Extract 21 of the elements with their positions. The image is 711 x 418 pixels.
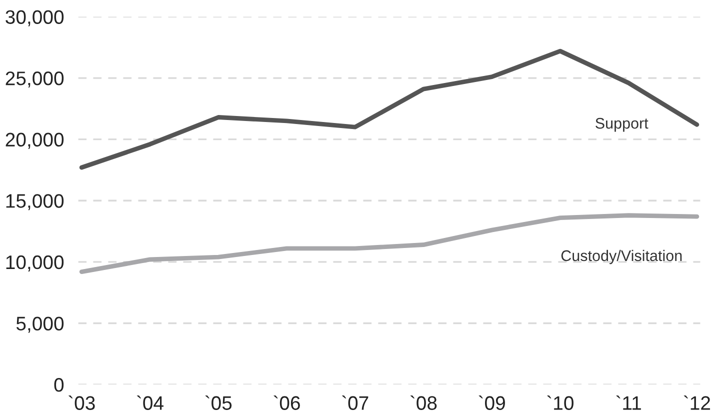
series-label: Support — [596, 118, 648, 132]
x-tick-label: `10 — [547, 395, 574, 410]
y-tick-label: 25,000 — [6, 71, 64, 88]
y-tick-label: 0 — [54, 378, 64, 392]
x-tick-label: `08 — [410, 395, 437, 410]
y-tick-label: 15,000 — [6, 194, 64, 210]
line-series — [79, 48, 700, 170]
x-tick-label: `06 — [274, 395, 300, 410]
x-tick-label: `12 — [684, 395, 710, 410]
x-tick-label: `03 — [68, 395, 95, 410]
x-tick-label: `04 — [136, 395, 164, 410]
line-series — [79, 213, 700, 274]
x-tick-label: `09 — [478, 395, 505, 410]
y-tick-label: 20,000 — [6, 132, 64, 149]
y-tick-label: 10,000 — [6, 255, 64, 272]
y-tick-label: 5,000 — [16, 316, 64, 333]
y-tick-label: 30,000 — [6, 10, 64, 26]
x-tick-label: `07 — [342, 395, 368, 410]
x-tick-label: `05 — [205, 395, 232, 410]
x-tick-label: `11 — [616, 395, 641, 410]
text: Custody/Visitation — [561, 250, 682, 264]
